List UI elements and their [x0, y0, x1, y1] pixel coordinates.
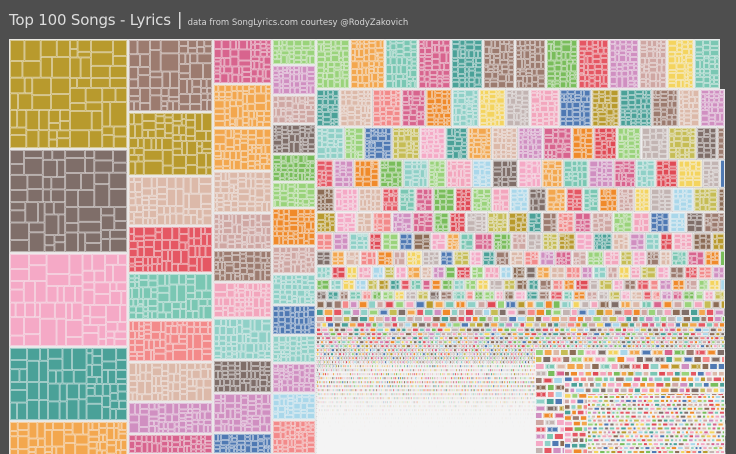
song-cell	[273, 336, 316, 363]
song-cell	[340, 90, 372, 127]
song-cell	[214, 40, 272, 84]
song-cell-fill	[129, 321, 213, 362]
song-cell	[317, 40, 350, 89]
song-cell	[560, 90, 591, 127]
chart-header: Top 100 Songs - Lyrics | data from SongL…	[9, 10, 408, 32]
song-cell	[620, 90, 651, 127]
song-cell	[214, 394, 272, 433]
song-cell	[129, 403, 213, 434]
song-cell	[402, 90, 425, 127]
song-cell	[679, 90, 700, 127]
song-cell	[129, 274, 213, 320]
song-cell	[214, 85, 272, 128]
song-cell	[373, 90, 401, 127]
song-cell	[506, 90, 529, 127]
song-cell	[592, 90, 619, 127]
song-cell	[214, 172, 272, 213]
song-cell	[10, 254, 128, 347]
song-cell-fill	[214, 319, 272, 360]
song-cell	[10, 422, 128, 454]
song-cell	[579, 40, 609, 89]
song-cell	[273, 306, 316, 335]
song-cell	[365, 128, 392, 160]
song-cell	[273, 275, 316, 305]
song-cell	[386, 40, 418, 89]
song-cell	[214, 129, 272, 171]
song-cell	[530, 90, 558, 127]
song-cell-fill	[620, 90, 651, 127]
song-cell	[214, 434, 272, 454]
song-cell	[129, 40, 213, 112]
song-cell	[273, 183, 316, 208]
song-cell	[10, 40, 128, 149]
treemap-chart	[9, 39, 727, 454]
song-cell	[273, 40, 316, 65]
song-cell	[317, 128, 344, 160]
song-cell	[273, 247, 316, 274]
song-cell	[10, 150, 128, 253]
song-cell	[129, 227, 213, 273]
title-divider: |	[177, 10, 183, 30]
song-cell	[273, 421, 316, 454]
chart-title: Top 100 Songs - Lyrics	[9, 11, 171, 29]
treemap-canvas	[9, 39, 727, 454]
song-cell	[214, 319, 272, 360]
song-cell	[273, 66, 316, 95]
song-cell	[640, 40, 667, 89]
song-cell	[317, 90, 340, 127]
song-cell	[273, 209, 316, 246]
song-cell	[129, 113, 213, 176]
song-cell	[479, 90, 505, 127]
song-cell	[695, 40, 720, 89]
song-cell	[273, 96, 316, 124]
song-cell	[214, 283, 272, 318]
song-cell	[273, 125, 316, 154]
song-cell	[516, 40, 546, 89]
song-cell	[668, 40, 694, 89]
song-cell	[129, 177, 213, 226]
song-cell	[426, 90, 451, 127]
song-cell	[345, 128, 364, 160]
song-cell	[273, 364, 316, 393]
song-cell-fill	[10, 422, 128, 454]
song-cell	[393, 128, 420, 160]
song-cell	[10, 348, 128, 421]
song-cell	[214, 251, 272, 282]
song-cell	[129, 321, 213, 362]
song-cell	[419, 40, 451, 89]
song-cell	[484, 40, 515, 89]
song-cell	[129, 363, 213, 402]
song-cell	[452, 90, 478, 127]
song-cell	[652, 90, 678, 127]
song-cell	[420, 128, 445, 160]
chart-subtitle: data from SongLyrics.com courtesy @RodyZ…	[188, 18, 409, 28]
song-cell	[610, 40, 639, 89]
song-cell	[452, 40, 483, 89]
song-cell	[273, 394, 316, 420]
song-cell	[351, 40, 385, 89]
song-cell	[214, 214, 272, 250]
song-cell	[214, 361, 272, 393]
song-cell-fill	[10, 254, 128, 347]
song-cell	[701, 90, 725, 127]
song-cell	[547, 40, 578, 89]
song-cell	[129, 435, 213, 454]
song-cell	[273, 155, 316, 182]
